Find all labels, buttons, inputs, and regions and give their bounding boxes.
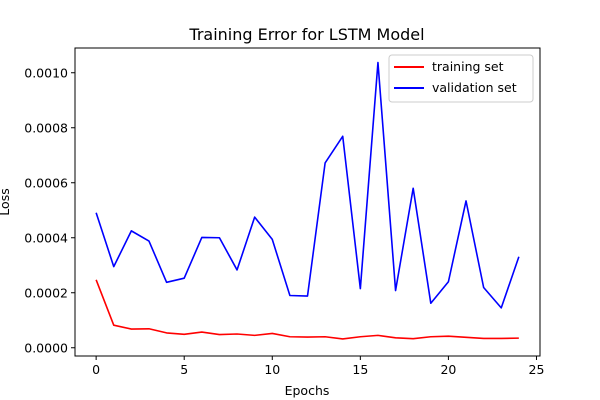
chart-title: Training Error for LSTM Model xyxy=(188,25,424,44)
plot-lines xyxy=(95,61,520,340)
x-tick-label: 25 xyxy=(529,362,545,377)
x-tick-label: 5 xyxy=(180,362,188,377)
y-axis-ticks: 0.0000 0.0002 0.0004 0.0006 0.0008 0.0010 xyxy=(24,65,75,355)
y-axis-label: Loss xyxy=(0,188,12,215)
x-tick-label: 15 xyxy=(352,362,368,377)
series-line-training-set xyxy=(95,279,519,340)
legend-label-training-set: training set xyxy=(432,59,504,74)
x-tick-label: 0 xyxy=(92,362,100,377)
plot-frame xyxy=(74,47,541,357)
legend-label-validation-set: validation set xyxy=(432,80,517,95)
legend: training set validation set xyxy=(388,54,534,103)
x-axis-label: Epochs xyxy=(285,383,330,398)
x-axis-ticks: 0 5 10 15 20 25 xyxy=(92,356,544,377)
y-tick-label: 0.0008 xyxy=(24,120,68,135)
y-tick-label: 0.0006 xyxy=(24,175,68,190)
y-tick-label: 0.0010 xyxy=(24,65,68,80)
y-tick-label: 0.0004 xyxy=(24,230,68,245)
x-tick-label: 20 xyxy=(440,362,456,377)
series-line-validation-set xyxy=(95,61,520,309)
x-tick-label: 10 xyxy=(264,362,280,377)
y-tick-label: 0.0000 xyxy=(24,340,68,355)
legend-box xyxy=(388,54,534,103)
y-tick-label: 0.0002 xyxy=(24,285,68,300)
